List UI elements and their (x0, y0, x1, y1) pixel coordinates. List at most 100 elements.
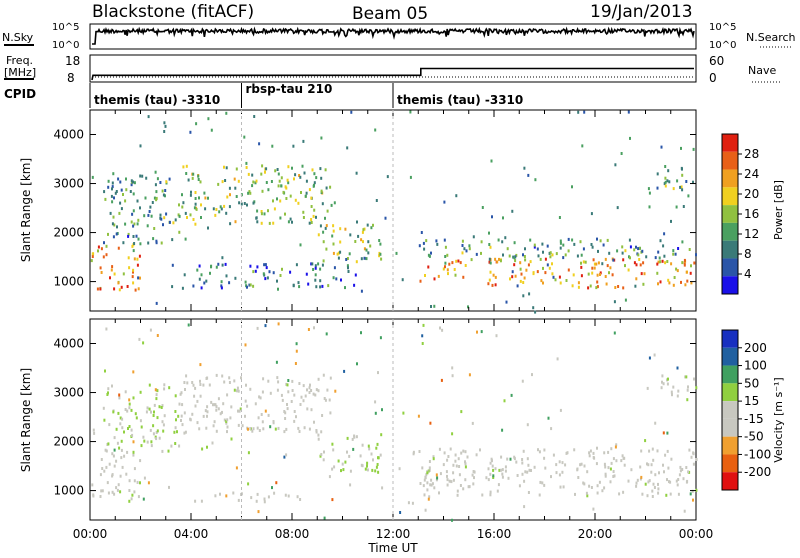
range-cell (685, 466, 688, 469)
range-cell (99, 287, 102, 291)
range-cell (660, 145, 663, 149)
range-cell (161, 420, 164, 424)
range-cell (314, 278, 317, 282)
range-cell (313, 420, 315, 424)
range-cell (637, 253, 640, 257)
range-cell (550, 427, 553, 431)
range-cell (185, 374, 188, 378)
range-cell (133, 257, 136, 261)
range-cell (189, 418, 192, 422)
range-cell (107, 179, 110, 183)
range-cell (502, 253, 504, 257)
range-cell (235, 195, 238, 198)
range-cell (561, 461, 564, 465)
range-cell (336, 252, 339, 256)
range-cell (103, 190, 106, 194)
range-cell (667, 278, 670, 282)
range-cell (514, 259, 517, 263)
range-cell (120, 439, 123, 443)
range-cell (577, 281, 580, 285)
range-cell (494, 275, 497, 279)
range-cell (100, 247, 103, 251)
range-cell (573, 242, 576, 246)
range-cell (106, 481, 109, 485)
range-cell (271, 144, 274, 148)
range-cell (595, 262, 598, 266)
range-cell (608, 271, 610, 275)
range-cell (360, 257, 363, 261)
range-cell (455, 194, 458, 198)
range-cell (284, 411, 287, 415)
range-cell (695, 488, 698, 492)
range-cell (480, 251, 482, 255)
range-cell (205, 279, 208, 283)
range-cell (519, 261, 522, 265)
range-cell (117, 281, 120, 285)
range-cell (105, 449, 108, 453)
range-cell (676, 269, 679, 273)
range-cell (612, 258, 615, 262)
range-cell (264, 263, 267, 267)
range-cell (130, 183, 133, 187)
range-cell (676, 179, 679, 183)
range-cell (677, 247, 680, 250)
range-cell (487, 282, 490, 286)
range-cell (308, 221, 311, 225)
range-cell (115, 232, 118, 236)
range-cell (155, 437, 158, 441)
range-cell (133, 181, 136, 185)
range-cell (247, 482, 250, 486)
range-cell (313, 208, 316, 212)
range-cell (147, 481, 150, 485)
range-cell (124, 222, 127, 226)
range-cell (258, 142, 261, 146)
range-cell (602, 243, 605, 247)
range-cell (689, 492, 692, 496)
range-cell (537, 448, 539, 452)
range-cell (137, 495, 140, 499)
range-cell (312, 268, 315, 271)
range-cell (464, 478, 467, 482)
range-cell (607, 466, 610, 470)
range-cell (347, 270, 350, 273)
range-cell (559, 241, 562, 245)
range-cell (462, 275, 465, 279)
range-cell (432, 455, 435, 459)
range-cell (633, 248, 636, 252)
range-cell (112, 215, 115, 219)
range-cell (672, 252, 675, 256)
range-cell (291, 220, 293, 224)
colorbar-tick-label: 100 (744, 359, 767, 373)
range-cell (113, 223, 116, 227)
range-cell (198, 264, 201, 268)
range-cell (468, 373, 471, 377)
range-cell (228, 281, 231, 285)
range-cell (140, 425, 143, 429)
range-cell (286, 403, 288, 406)
range-cell (344, 460, 347, 464)
range-cell (582, 247, 585, 251)
range-cell (371, 468, 374, 472)
range-cell (357, 234, 360, 238)
range-cell (215, 429, 218, 433)
range-cell (680, 280, 682, 284)
range-cell (101, 489, 104, 493)
range-cell (256, 426, 259, 430)
range-cell (444, 265, 446, 269)
range-cell (427, 497, 430, 501)
range-cell (487, 478, 490, 482)
range-cell (615, 459, 618, 463)
range-cell (376, 442, 379, 446)
range-cell (234, 276, 237, 280)
range-cell (132, 224, 135, 228)
range-cell (314, 266, 317, 270)
range-cell (191, 381, 194, 384)
range-cell (249, 191, 252, 195)
colorbar-swatch (722, 276, 738, 294)
range-cell (379, 242, 382, 246)
range-cell (367, 251, 370, 255)
range-cell (298, 285, 301, 289)
range-cell (464, 450, 467, 454)
range-cell (409, 110, 412, 114)
